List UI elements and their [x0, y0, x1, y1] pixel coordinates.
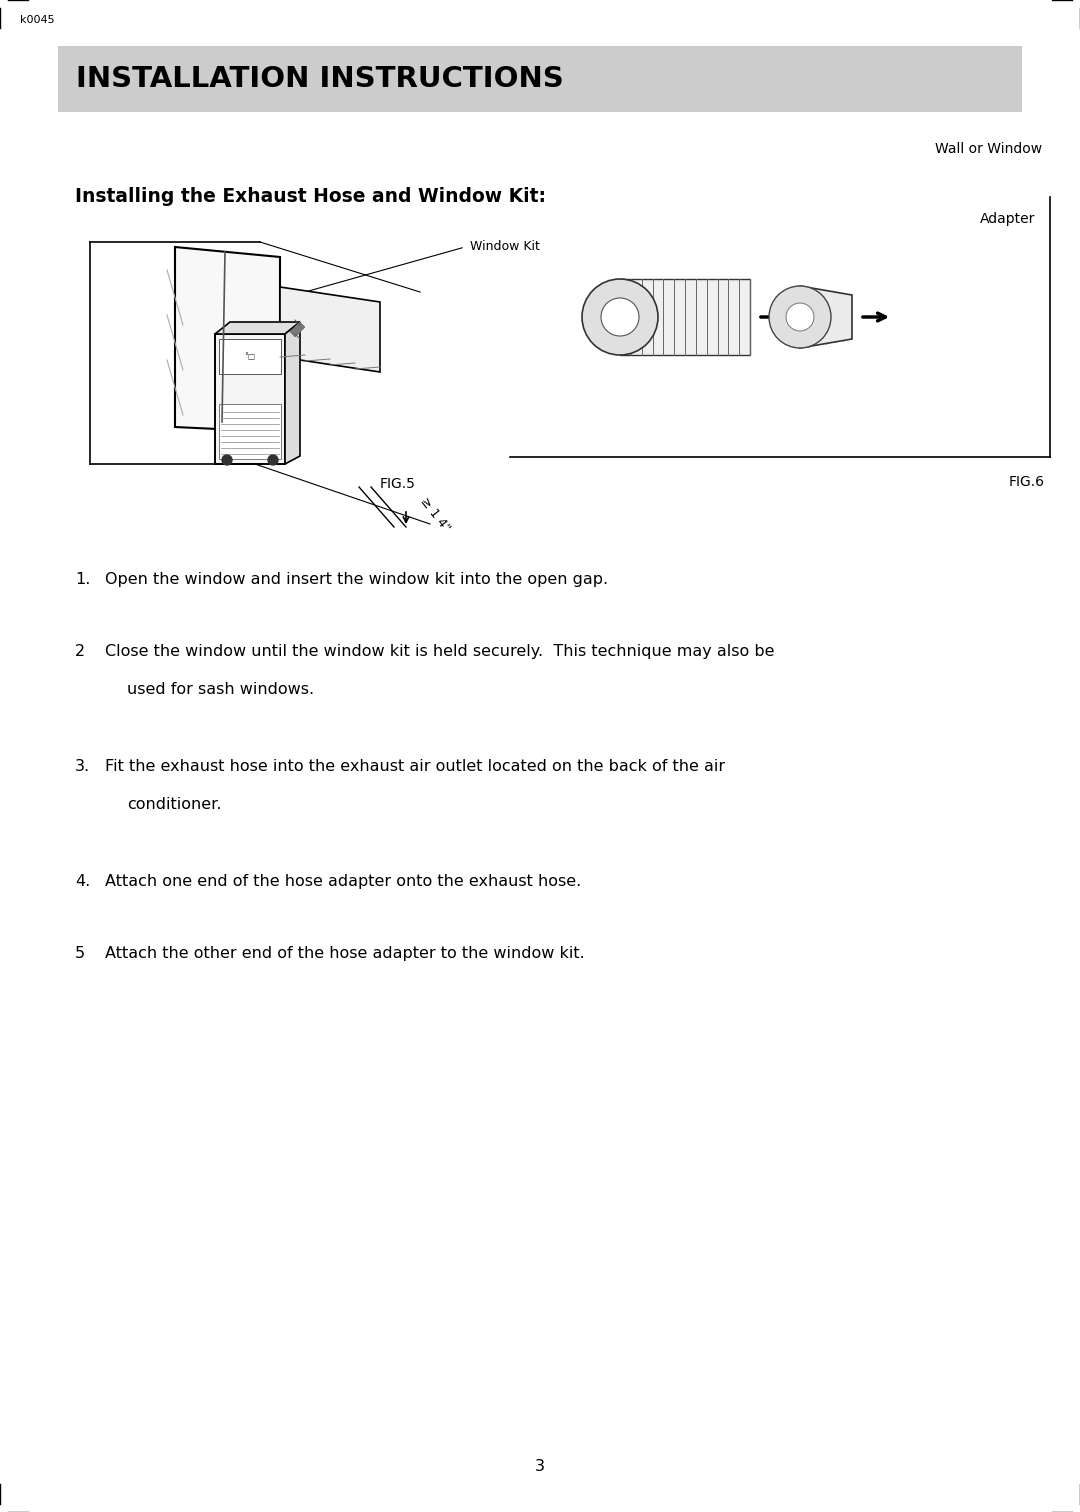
Ellipse shape: [294, 325, 303, 336]
Text: Open the window and insert the window kit into the open gap.: Open the window and insert the window ki…: [105, 572, 608, 587]
Ellipse shape: [293, 325, 302, 334]
Ellipse shape: [292, 324, 301, 333]
Ellipse shape: [292, 324, 302, 334]
Ellipse shape: [295, 327, 305, 337]
Text: ≥ 1 4": ≥ 1 4": [418, 496, 453, 535]
Text: 5: 5: [75, 947, 85, 962]
Text: 3: 3: [535, 1459, 545, 1474]
Text: Attach the other end of the hose adapter to the window kit.: Attach the other end of the hose adapter…: [105, 947, 584, 962]
Text: Wall or Window: Wall or Window: [935, 142, 1042, 156]
Bar: [219, 404, 281, 460]
Text: °□: °□: [244, 352, 256, 361]
Text: 3.: 3.: [75, 759, 90, 774]
Text: k0045: k0045: [21, 15, 55, 26]
Text: Fit the exhaust hose into the exhaust air outlet located on the back of the air: Fit the exhaust hose into the exhaust ai…: [105, 759, 725, 774]
Polygon shape: [280, 287, 380, 372]
Circle shape: [222, 455, 232, 466]
Bar: [620, 280, 750, 355]
Circle shape: [769, 286, 831, 348]
Text: 4.: 4.: [75, 874, 91, 889]
Polygon shape: [285, 322, 300, 464]
Text: 1.: 1.: [75, 572, 91, 587]
Circle shape: [268, 455, 278, 466]
Polygon shape: [175, 246, 280, 432]
Bar: [58, 45, 1022, 112]
Polygon shape: [215, 322, 300, 334]
Circle shape: [786, 302, 814, 331]
Bar: [219, 339, 281, 373]
Text: Adapter: Adapter: [980, 212, 1035, 225]
Circle shape: [600, 298, 639, 336]
Ellipse shape: [291, 324, 301, 333]
Ellipse shape: [294, 327, 305, 336]
Text: Attach one end of the hose adapter onto the exhaust hose.: Attach one end of the hose adapter onto …: [105, 874, 581, 889]
Text: FIG.5: FIG.5: [380, 476, 416, 491]
Text: Window Kit: Window Kit: [470, 240, 540, 254]
Polygon shape: [800, 286, 852, 348]
Bar: [215, 334, 285, 464]
Ellipse shape: [291, 322, 300, 333]
Circle shape: [582, 280, 658, 355]
Text: 2: 2: [75, 644, 85, 659]
Text: INSTALLATION INSTRUCTIONS: INSTALLATION INSTRUCTIONS: [76, 65, 564, 94]
Text: FIG.6: FIG.6: [1009, 475, 1045, 488]
Ellipse shape: [293, 325, 303, 336]
Text: Close the window until the window kit is held securely.  This technique may also: Close the window until the window kit is…: [105, 644, 774, 659]
Text: used for sash windows.: used for sash windows.: [127, 682, 314, 697]
Text: conditioner.: conditioner.: [127, 797, 221, 812]
Text: Installing the Exhaust Hose and Window Kit:: Installing the Exhaust Hose and Window K…: [75, 187, 546, 206]
